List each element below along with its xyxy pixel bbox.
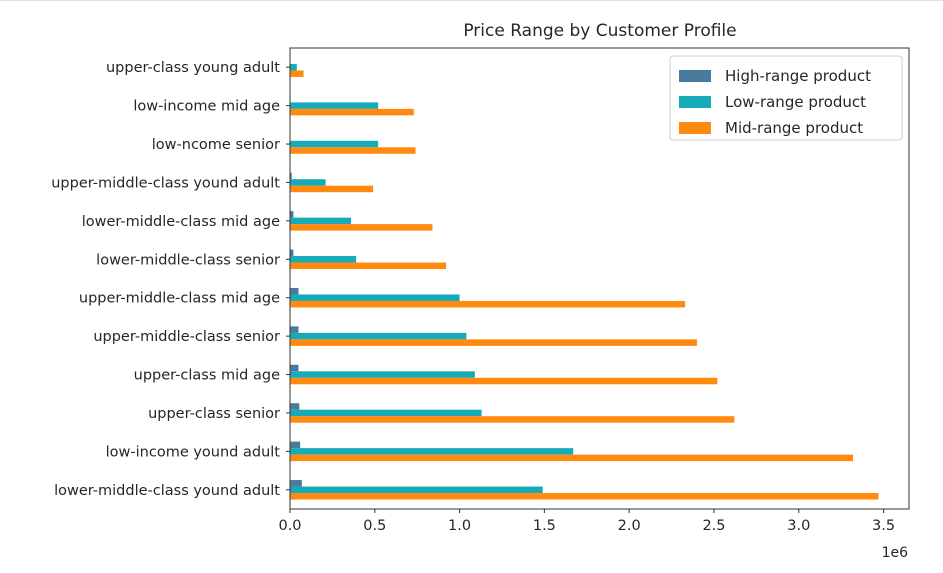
bar-0-4 [290,326,299,333]
bar-1-0 [290,486,543,494]
x-tick-label: 3.0 [787,518,810,534]
x-tick-label: 2.5 [702,518,725,534]
x-axis-ticks: 0.0 0.5 1.0 1.5 2.0 2.5 3.0 3.5 [278,509,895,534]
bar-2-11 [290,70,304,77]
plot-frame [289,47,910,510]
bar-2-5 [290,300,686,308]
bar-2-3 [290,377,718,385]
legend-swatch [679,70,711,82]
x-tick-label: 3.5 [872,518,895,534]
y-tick-label: upper-class young adult [106,60,280,76]
y-tick-label: upper-middle-class mid age [79,291,280,307]
x-tick-label: 0.0 [278,518,301,534]
legend-label: Low-range product [725,93,866,111]
bar-2-4 [290,339,698,346]
bar-2-2 [290,416,735,423]
bar-2-10 [290,108,414,116]
bar-1-3 [290,371,475,378]
y-tick-label: upper-class mid age [134,368,280,384]
bar-1-10 [290,102,379,109]
legend-label: Mid-range product [725,119,863,137]
y-tick-label: upper-class senior [148,406,280,422]
bar-2-0 [290,493,879,500]
bar-1-6 [290,256,357,263]
bar-0-1 [290,441,301,449]
bar-1-8 [290,179,326,186]
y-tick-label: upper-middle-class senior [93,329,280,345]
x-tick-label: 1.0 [448,518,471,534]
y-axis-ticks: lower-middle-class yound adult low-income… [51,60,290,499]
page-top-border [0,0,943,1]
bar-2-6 [290,262,447,270]
bar-2-9 [290,147,416,154]
legend-label: High-range product [725,67,871,85]
x-tick-label: 0.5 [363,518,386,534]
y-tick-label: lower-middle-class senior [96,252,280,268]
y-tick-label: low-ncome senior [152,137,280,153]
bar-0-5 [290,287,299,295]
bar-0-6 [290,249,294,257]
bar-2-8 [290,185,374,193]
chart-title: Price Range by Customer Profile [463,21,736,41]
y-tick-label: lower-middle-class mid age [82,214,280,230]
y-tick-label: lower-middle-class yound adult [54,483,280,499]
bar-2-1 [290,454,854,462]
bar-0-8 [290,172,292,180]
bar-1-4 [290,332,467,340]
legend-swatch [679,122,711,134]
bar-0-3 [290,364,299,372]
x-tick-label: 2.0 [618,518,641,534]
bar-1-11 [290,63,297,71]
legend-swatch [679,96,711,108]
bar-1-9 [290,140,379,148]
legend: High-range product Low-range product Mid-r… [669,55,903,141]
bar-1-1 [290,448,574,455]
bars-layer [290,57,879,500]
bar-1-2 [290,409,482,417]
y-tick-label: low-income mid age [133,99,280,115]
bar-2-7 [290,224,433,231]
bar-1-7 [290,217,352,225]
bar-0-7 [290,211,294,218]
x-axis-offset-label: 1e6 [882,545,909,561]
y-tick-label: upper-middle-class yound adult [51,175,280,191]
bar-1-5 [290,294,460,301]
x-tick-label: 1.5 [533,518,556,534]
bar-0-0 [290,480,302,487]
legend-box [669,55,903,141]
y-tick-label: low-income yound adult [106,444,281,460]
bar-0-2 [290,403,300,410]
